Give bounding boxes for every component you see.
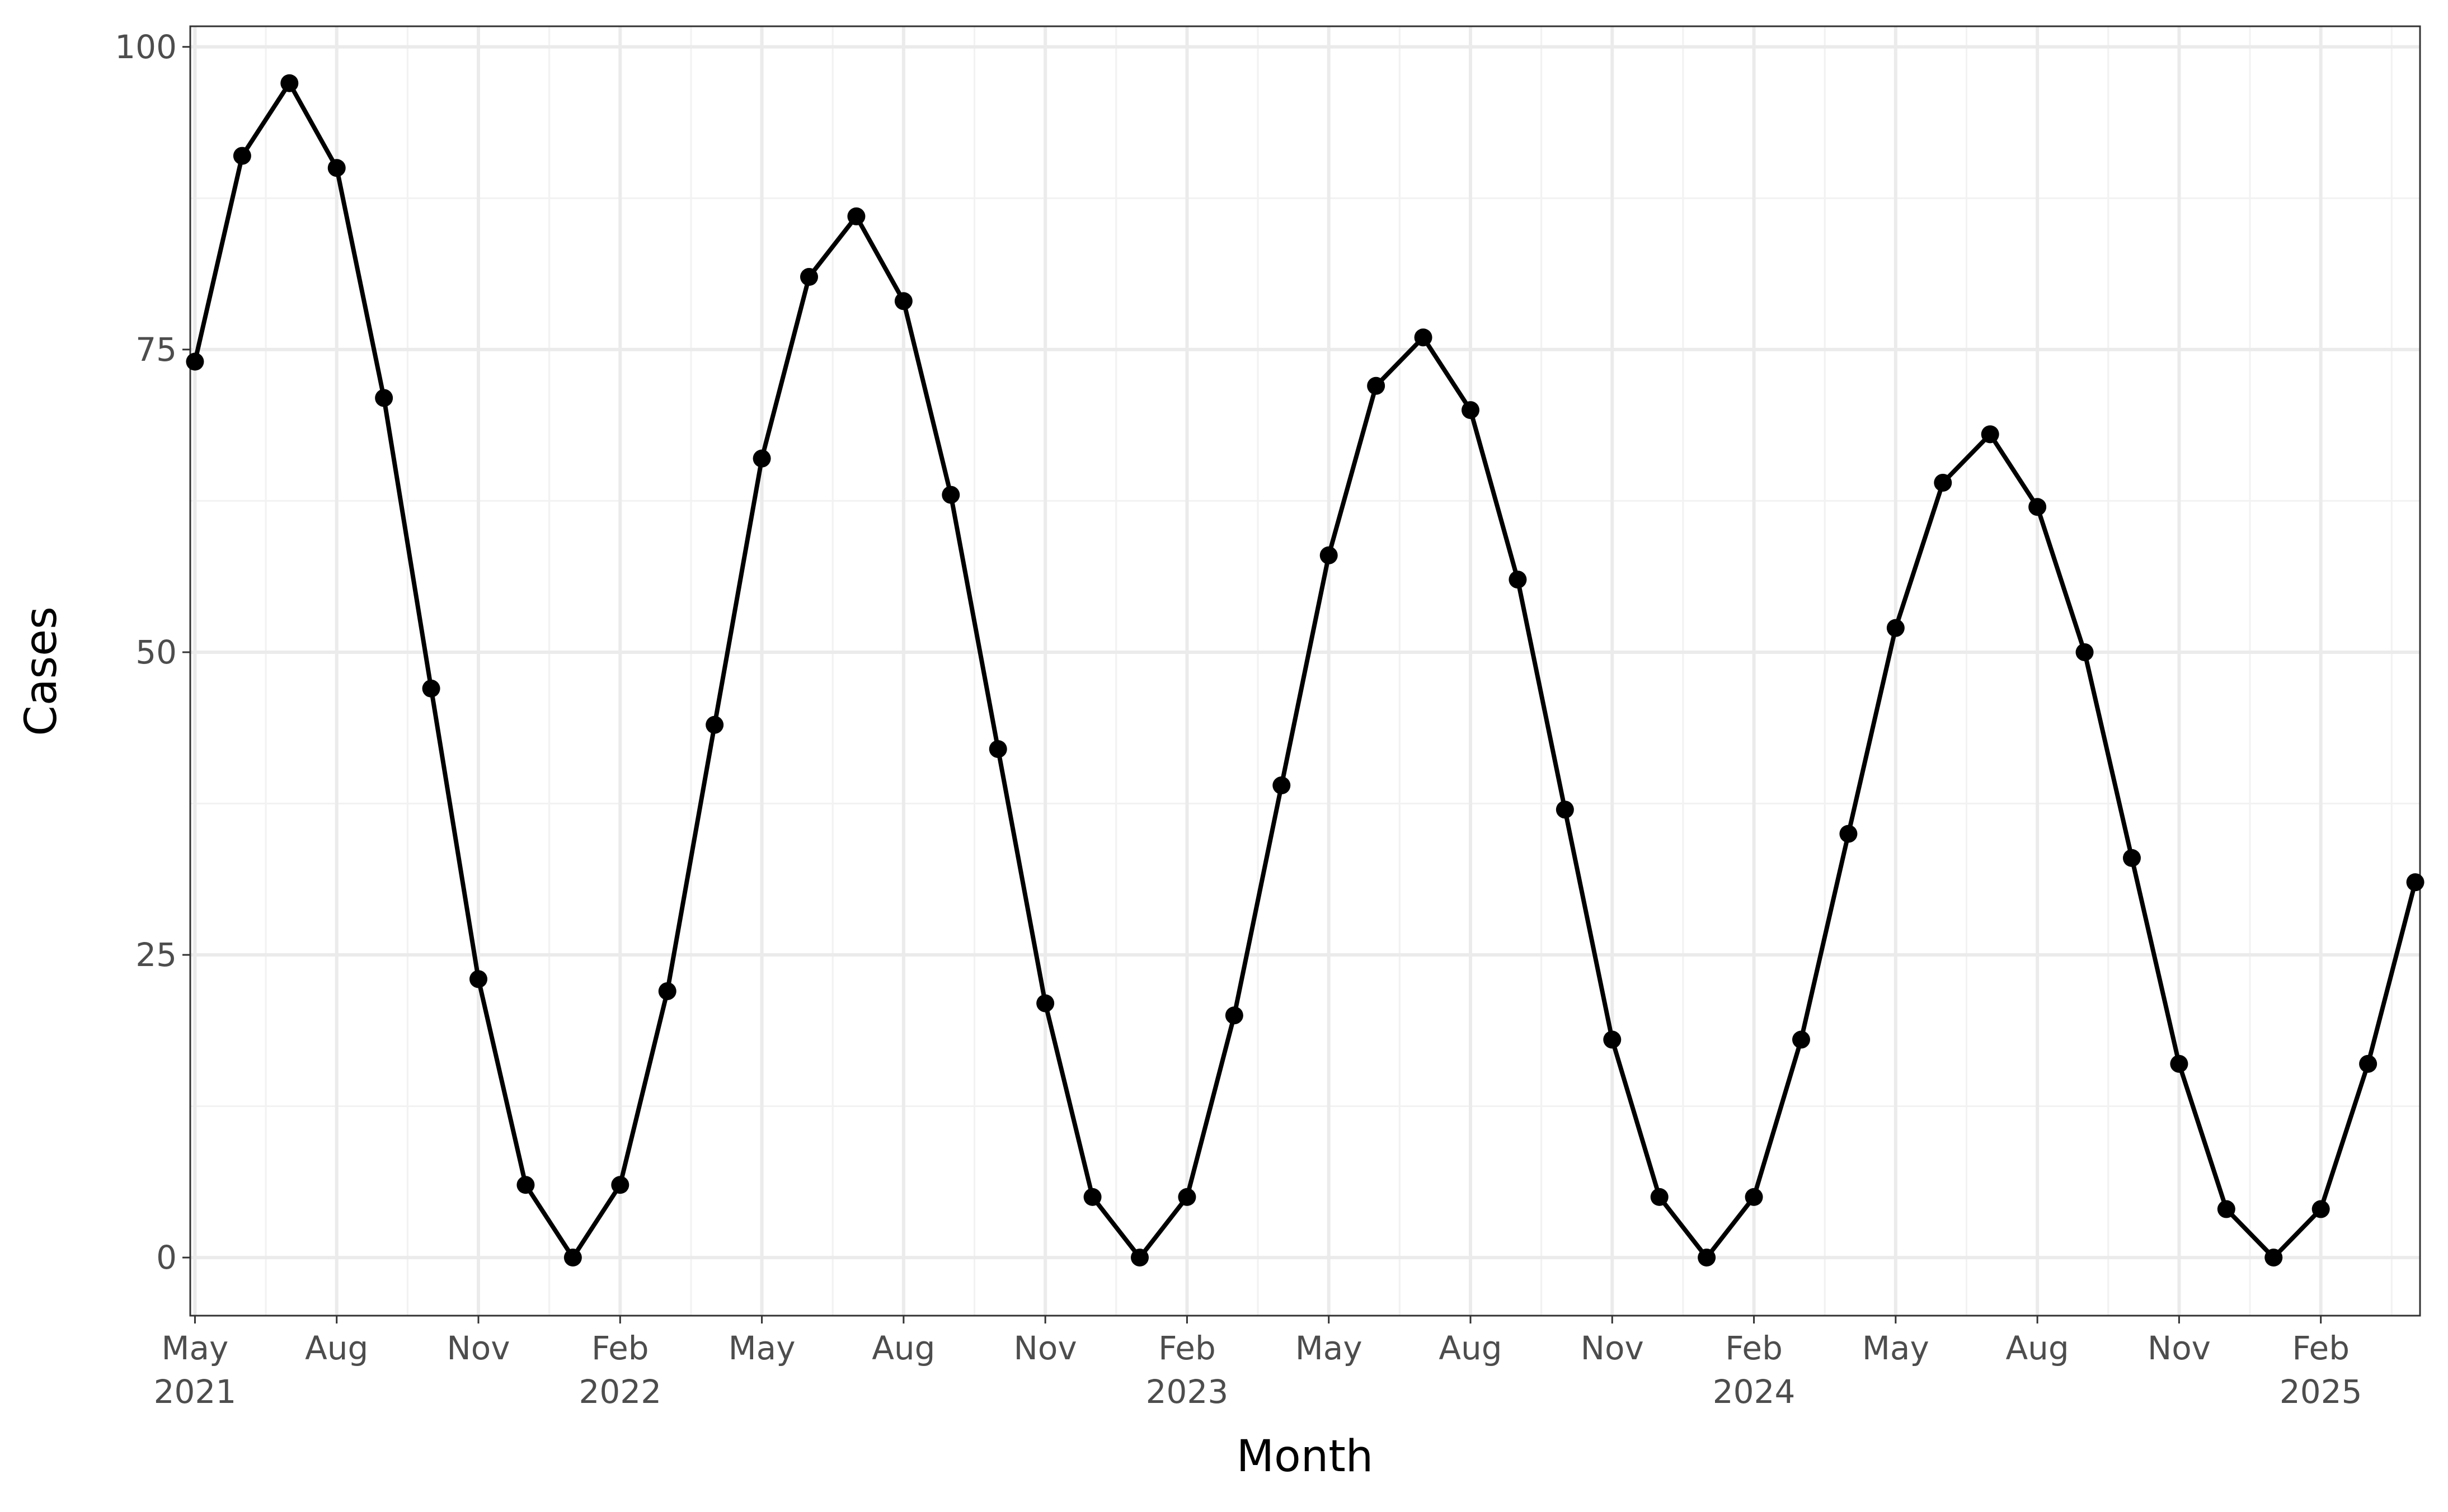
x-tick-label: 2022 (579, 1373, 661, 1411)
point (2264, 1249, 2283, 1267)
point (1792, 1030, 1810, 1049)
point (1272, 776, 1291, 795)
point (186, 352, 204, 371)
point (611, 1176, 629, 1194)
x-tick-label: 2021 (154, 1373, 237, 1411)
x-axis-title: Month (1237, 1431, 1373, 1482)
point (1981, 425, 1999, 444)
x-tick-label: Nov (447, 1329, 510, 1367)
point (1603, 1030, 1622, 1049)
x-tick-label: Aug (872, 1329, 935, 1367)
point (2406, 873, 2424, 892)
point (2075, 643, 2094, 661)
point (706, 715, 724, 734)
point (800, 268, 819, 286)
point (1650, 1188, 1669, 1206)
point (1556, 800, 1574, 819)
point (1225, 1006, 1243, 1025)
point (658, 982, 676, 1000)
x-tick-label: Nov (2148, 1329, 2211, 1367)
x-tick-label: Feb (591, 1329, 649, 1367)
x-tick-label: Aug (1439, 1329, 1502, 1367)
point (942, 486, 960, 504)
point (1934, 473, 1952, 492)
line (192, 81, 2418, 1260)
x-tick-label: 2024 (1713, 1373, 1796, 1411)
point (1036, 994, 1055, 1012)
y-tick-label: 50 (135, 633, 177, 671)
point (1178, 1188, 1196, 1206)
point (2122, 849, 2141, 867)
x-tick-label: May (1295, 1329, 1362, 1367)
point (233, 147, 251, 165)
x-tick-label: Aug (2006, 1329, 2069, 1367)
point (1367, 376, 1385, 395)
panel-border (189, 25, 2421, 1317)
point (280, 74, 299, 92)
point (1698, 1249, 1716, 1267)
point (753, 449, 771, 468)
point (516, 1176, 535, 1194)
y-tick-label: 100 (115, 28, 177, 66)
x-tick-label: Feb (1158, 1329, 1216, 1367)
point (894, 292, 913, 310)
x-tick-label: Nov (1581, 1329, 1644, 1367)
point (469, 970, 488, 988)
point (1509, 571, 1527, 589)
point (2028, 498, 2047, 516)
point (1414, 328, 1432, 347)
point (1461, 401, 1479, 420)
point (1083, 1188, 1102, 1206)
x-tick-label: 2025 (2280, 1373, 2362, 1411)
point (2170, 1054, 2188, 1073)
point (2217, 1200, 2235, 1218)
y-axis-title: Cases (16, 606, 67, 736)
point (1131, 1249, 1149, 1267)
x-tick-label: Feb (1725, 1329, 1783, 1367)
x-tick-label: May (161, 1329, 228, 1367)
point (1319, 546, 1338, 564)
point (1886, 619, 1905, 637)
x-tick-label: Feb (2292, 1329, 2350, 1367)
point (327, 159, 346, 177)
point (2311, 1200, 2330, 1218)
x-tick-label: Nov (1014, 1329, 1077, 1367)
point (375, 389, 393, 407)
x-tick-label: 2023 (1146, 1373, 1229, 1411)
x-tick-label: Aug (305, 1329, 368, 1367)
point (1745, 1188, 1763, 1206)
x-tick-label: May (1862, 1329, 1929, 1367)
point (1839, 825, 1858, 843)
y-tick-label: 75 (135, 331, 177, 369)
point (2359, 1054, 2377, 1073)
y-tick-label: 25 (135, 936, 177, 974)
x-tick-label: May (729, 1329, 796, 1367)
point (847, 207, 866, 225)
point (989, 740, 1007, 759)
point (422, 679, 440, 698)
point (563, 1249, 582, 1267)
y-tick-label: 0 (156, 1238, 177, 1277)
